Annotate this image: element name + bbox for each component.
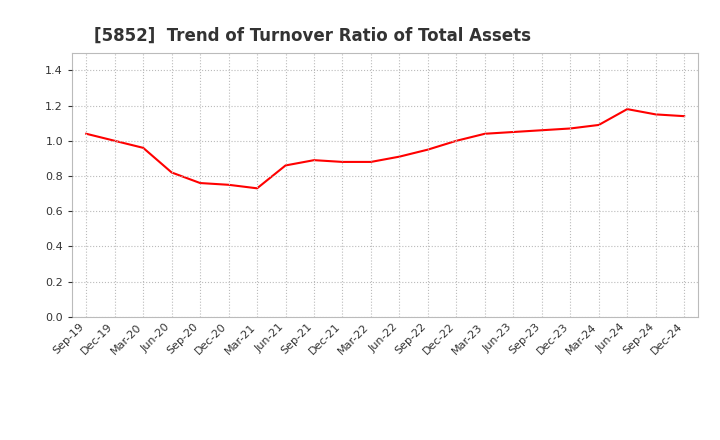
Text: [5852]  Trend of Turnover Ratio of Total Assets: [5852] Trend of Turnover Ratio of Total … (94, 26, 531, 44)
